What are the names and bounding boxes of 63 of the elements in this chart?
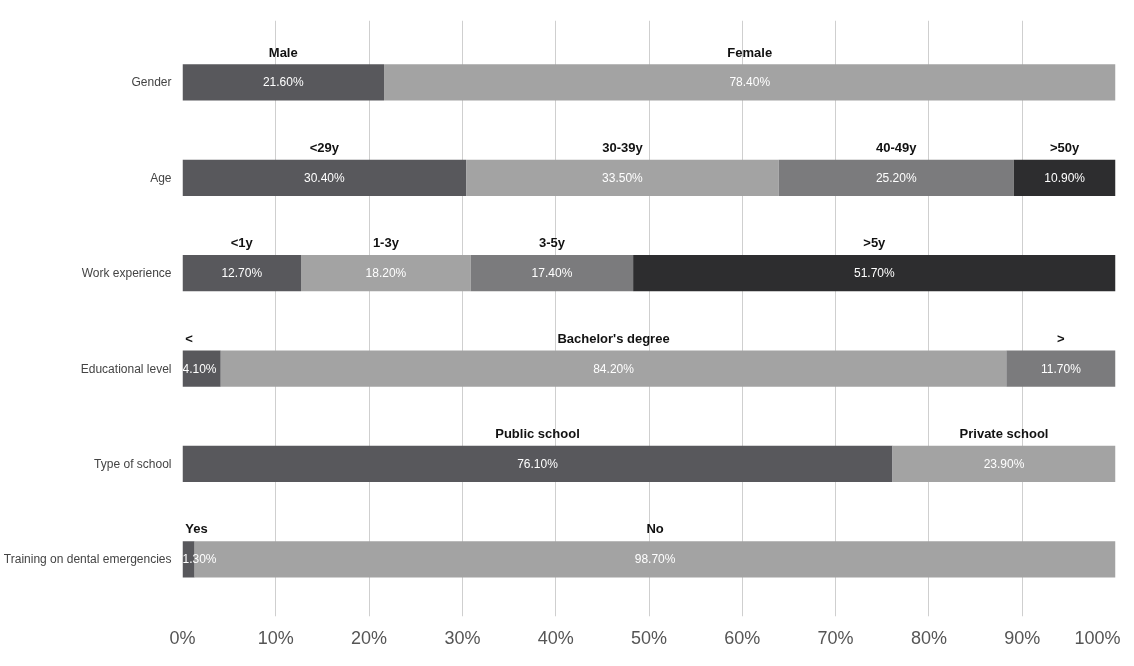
data-label: 23.90% <box>983 456 1025 471</box>
annotation: Bachelor's degree <box>557 330 670 346</box>
bar <box>470 255 634 292</box>
annotation: >5y <box>863 235 887 251</box>
x-tick-label: 60% <box>724 627 761 648</box>
data-label: 17.40% <box>531 266 573 281</box>
x-tick-label: 100% <box>1074 627 1121 648</box>
annotation: < <box>185 330 194 346</box>
bar <box>892 445 1116 483</box>
y-tick-label: Gender <box>131 75 172 90</box>
y-tick-label: Work experience <box>81 266 172 281</box>
x-tick-label: 0% <box>169 627 196 648</box>
bar <box>778 159 1014 196</box>
annotation: No <box>646 521 664 537</box>
annotation: <29y <box>309 139 340 155</box>
data-label: 98.70% <box>634 552 676 567</box>
y-tick-label: Educational level <box>80 361 172 376</box>
bar <box>300 255 471 292</box>
annotation: Private school <box>959 426 1049 442</box>
bar <box>633 255 1116 292</box>
data-label: 10.90% <box>1044 170 1086 185</box>
data-label: 33.50% <box>602 170 644 185</box>
data-label: 12.70% <box>221 266 263 281</box>
x-tick-label: 50% <box>630 627 668 648</box>
data-label: 25.20% <box>875 170 917 185</box>
bar <box>182 64 385 101</box>
y-tick-label: Training on dental emergencies <box>3 552 172 567</box>
x-tick-label: 40% <box>537 627 574 648</box>
y-tick-label: Type of school <box>94 456 172 471</box>
annotation: Public school <box>495 426 580 442</box>
bar <box>1006 350 1116 387</box>
bar <box>182 445 893 483</box>
x-tick-label: 90% <box>1004 627 1041 648</box>
bar <box>182 255 301 292</box>
data-label: 78.40% <box>729 75 771 90</box>
bar <box>182 159 467 196</box>
annotation: 30-39y <box>602 139 644 155</box>
x-tick-label: 80% <box>910 627 947 648</box>
bar <box>466 159 779 196</box>
data-label: 11.70% <box>1041 361 1082 376</box>
annotation: 3-5y <box>538 235 566 251</box>
x-tick-label: 30% <box>444 627 481 648</box>
annotation: Yes <box>185 521 208 537</box>
x-tick-label: 20% <box>351 627 388 648</box>
x-tick-label: 10% <box>257 627 294 648</box>
x-tick-label: 70% <box>817 627 854 648</box>
data-label: 30.40% <box>303 170 345 185</box>
annotation: <1y <box>230 235 254 251</box>
data-label: 51.70% <box>853 266 895 281</box>
data-label: 84.20% <box>593 361 635 376</box>
data-label: 18.20% <box>365 266 407 281</box>
annotation: 1-3y <box>372 235 400 251</box>
annotation: 40-49y <box>876 139 918 155</box>
annotation: Male <box>268 44 298 60</box>
annotation: > <box>1057 330 1066 346</box>
annotation: Female <box>727 44 773 60</box>
bar <box>384 64 1116 101</box>
y-tick-label: Age <box>150 170 172 185</box>
bar <box>220 350 1007 387</box>
data-label: 76.10% <box>517 456 559 471</box>
annotation: >50y <box>1050 139 1081 155</box>
data-label: 21.60% <box>262 75 304 90</box>
bar <box>1013 159 1116 196</box>
